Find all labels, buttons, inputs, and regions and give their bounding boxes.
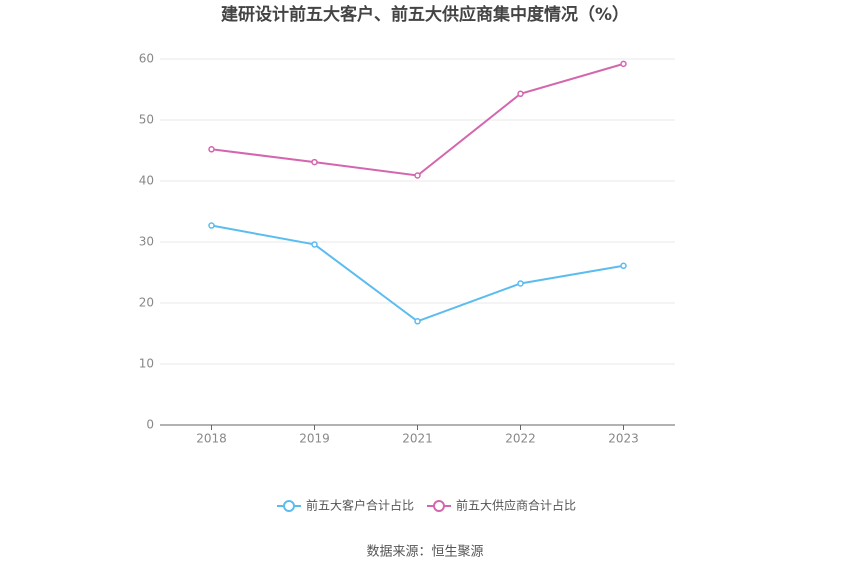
y-tick-label: 10 [139, 357, 154, 371]
data-point [208, 146, 215, 153]
y-tick-label: 20 [139, 296, 154, 310]
x-tick-label: 2023 [608, 432, 639, 446]
y-tick-label: 0 [146, 418, 154, 432]
x-tick-label: 2018 [196, 432, 227, 446]
y-tick-label: 60 [139, 52, 154, 66]
y-tick-label: 40 [139, 174, 154, 188]
source-note: 数据来源：恒生聚源 [366, 545, 483, 560]
y-tick-label: 50 [139, 113, 154, 127]
data-point [414, 318, 421, 325]
legend-label[interactable]: 前五大供应商合计占比 [456, 498, 576, 513]
data-point [517, 90, 524, 98]
x-tick-label: 2021 [402, 432, 433, 446]
data-point [414, 172, 421, 179]
x-tick-label: 2022 [505, 432, 536, 446]
data-point [311, 241, 318, 248]
data-point [517, 280, 524, 287]
data-point [311, 158, 318, 166]
legend-marker[interactable] [433, 500, 445, 512]
data-point [208, 222, 215, 229]
series-line [211, 224, 624, 323]
data-point [620, 262, 627, 270]
legend-marker[interactable] [283, 500, 295, 512]
x-tick-label: 2019 [299, 432, 330, 446]
legend-label[interactable]: 前五大客户合计占比 [306, 498, 414, 513]
chart-title: 建研设计前五大客户、前五大供应商集中度情况（%） [221, 4, 629, 25]
y-tick-label: 30 [139, 235, 154, 249]
data-point [620, 60, 627, 68]
